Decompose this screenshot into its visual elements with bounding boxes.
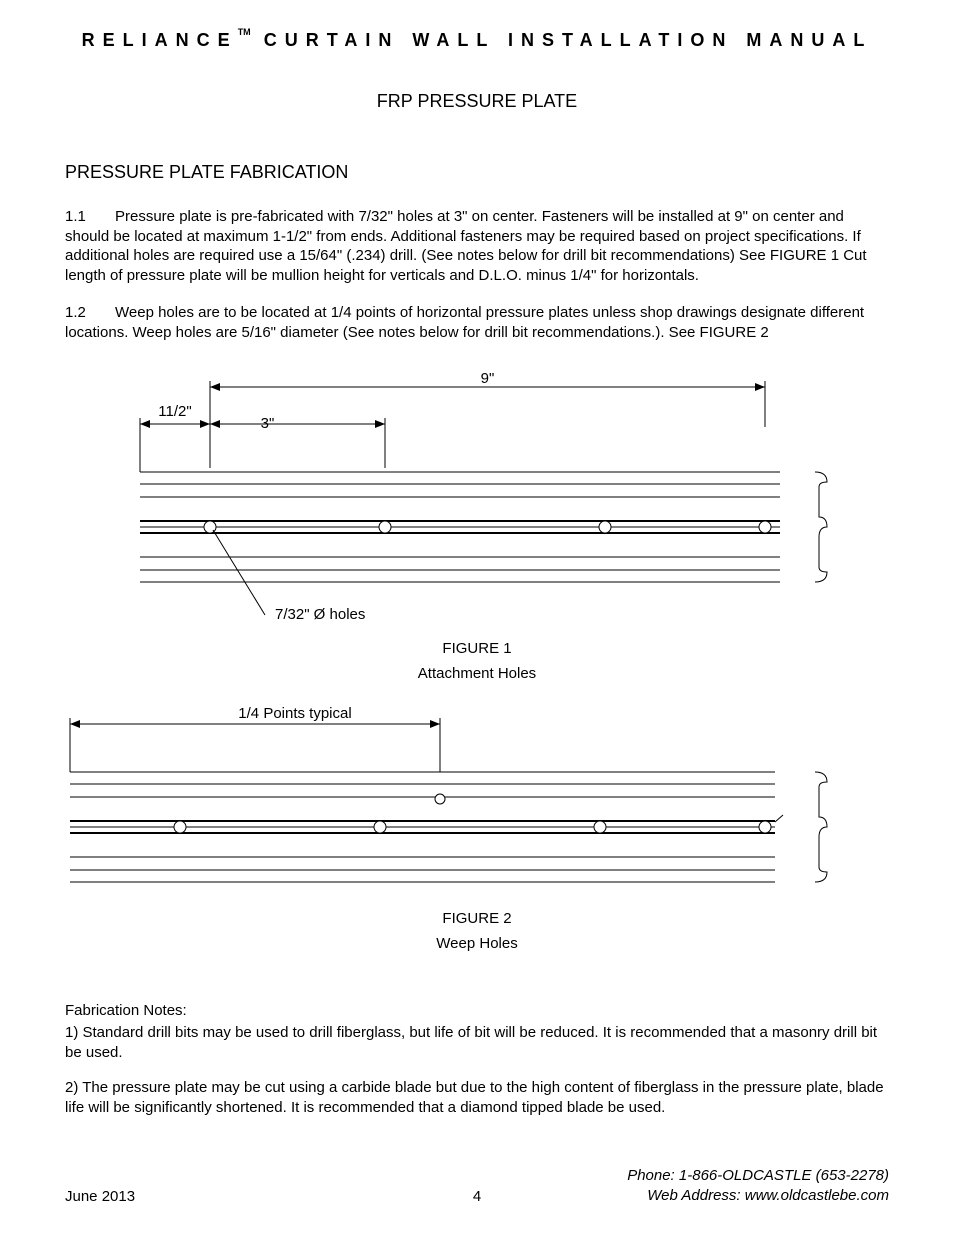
svg-text:9": 9"	[481, 372, 495, 387]
paragraph-1-2: 1.2Weep holes are to be located at 1/4 p…	[65, 303, 889, 342]
paragraph-1-1: 1.1Pressure plate is pre-fabricated with…	[65, 207, 889, 285]
figure-2-title: FIGURE 2	[65, 910, 889, 927]
svg-text:3": 3"	[261, 415, 275, 432]
figure-2-svg: 1/4 Points typical	[65, 702, 889, 902]
figure-1-caption: Attachment Holes	[65, 665, 889, 682]
para-text: Weep holes are to be located at 1/4 poin…	[65, 304, 864, 341]
footer-phone: Phone: 1-866-OLDCASTLE (653-2278)	[627, 1166, 889, 1186]
footer-date: June 2013	[65, 1188, 135, 1205]
doc-header: RELIANCETM CURTAIN WALL INSTALLATION MAN…	[65, 30, 889, 51]
figure-2: 1/4 Points typical FIGURE 2 Weep Holes	[65, 702, 889, 942]
figure-1-svg: 9" 11/2" 3" 7/32" Ø holes	[65, 372, 889, 632]
figure-2-caption: Weep Holes	[65, 935, 889, 952]
para-num: 1.2	[65, 303, 115, 323]
header-rest: CURTAIN WALL INSTALLATION MANUAL	[264, 30, 873, 50]
subtitle: FRP PRESSURE PLATE	[65, 91, 889, 112]
svg-text:7/32" Ø holes: 7/32" Ø holes	[275, 606, 365, 623]
figure-1: 9"11/2"3"7/32" Ø holes FIGURE 1 Attachme…	[65, 372, 889, 652]
section-title: PRESSURE PLATE FABRICATION	[65, 162, 889, 183]
notes-title: Fabrication Notes:	[65, 1002, 889, 1019]
footer: June 2013 4 Phone: 1-866-OLDCASTLE (653-…	[65, 1188, 889, 1205]
para-text: Pressure plate is pre-fabricated with 7/…	[65, 208, 867, 284]
svg-text:1/4 Points typical: 1/4 Points typical	[238, 705, 351, 722]
note-1: 1) Standard drill bits may be used to dr…	[65, 1023, 889, 1062]
footer-web: Web Address: www.oldcastlebe.com	[627, 1186, 889, 1206]
para-num: 1.1	[65, 207, 115, 227]
footer-contact: Phone: 1-866-OLDCASTLE (653-2278) Web Ad…	[627, 1166, 889, 1205]
svg-text:11/2": 11/2"	[158, 403, 191, 420]
note-2: 2) The pressure plate may be cut using a…	[65, 1078, 889, 1117]
figure-1-title: FIGURE 1	[65, 640, 889, 657]
trademark: TM	[238, 27, 251, 37]
brand: RELIANCE	[82, 30, 238, 50]
